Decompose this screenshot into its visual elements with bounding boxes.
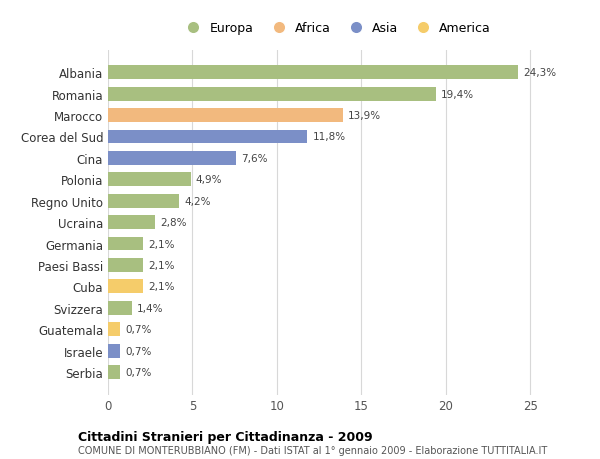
Bar: [108, 130, 307, 144]
Text: 4,9%: 4,9%: [196, 175, 223, 185]
Text: 4,2%: 4,2%: [184, 196, 211, 206]
Bar: [108, 323, 120, 336]
Text: 11,8%: 11,8%: [313, 132, 346, 142]
Text: Cittadini Stranieri per Cittadinanza - 2009: Cittadini Stranieri per Cittadinanza - 2…: [78, 431, 373, 443]
Bar: [108, 365, 120, 379]
Bar: [108, 344, 120, 358]
Text: 2,1%: 2,1%: [149, 282, 175, 291]
Bar: [108, 194, 179, 208]
Text: 2,8%: 2,8%: [160, 218, 187, 228]
Text: 0,7%: 0,7%: [125, 346, 151, 356]
Text: 2,1%: 2,1%: [149, 239, 175, 249]
Text: 19,4%: 19,4%: [441, 90, 474, 100]
Text: 0,7%: 0,7%: [125, 325, 151, 335]
Bar: [108, 216, 155, 230]
Bar: [108, 66, 518, 80]
Text: 2,1%: 2,1%: [149, 260, 175, 270]
Text: COMUNE DI MONTERUBBIANO (FM) - Dati ISTAT al 1° gennaio 2009 - Elaborazione TUTT: COMUNE DI MONTERUBBIANO (FM) - Dati ISTA…: [78, 445, 547, 455]
Bar: [108, 258, 143, 272]
Bar: [108, 173, 191, 187]
Text: 7,6%: 7,6%: [241, 154, 268, 163]
Bar: [108, 280, 143, 294]
Text: 13,9%: 13,9%: [348, 111, 381, 121]
Bar: [108, 151, 236, 166]
Bar: [108, 237, 143, 251]
Bar: [108, 301, 131, 315]
Legend: Europa, Africa, Asia, America: Europa, Africa, Asia, America: [181, 22, 491, 35]
Text: 1,4%: 1,4%: [137, 303, 163, 313]
Bar: [108, 88, 436, 101]
Bar: [108, 109, 343, 123]
Text: 0,7%: 0,7%: [125, 367, 151, 377]
Text: 24,3%: 24,3%: [523, 68, 557, 78]
